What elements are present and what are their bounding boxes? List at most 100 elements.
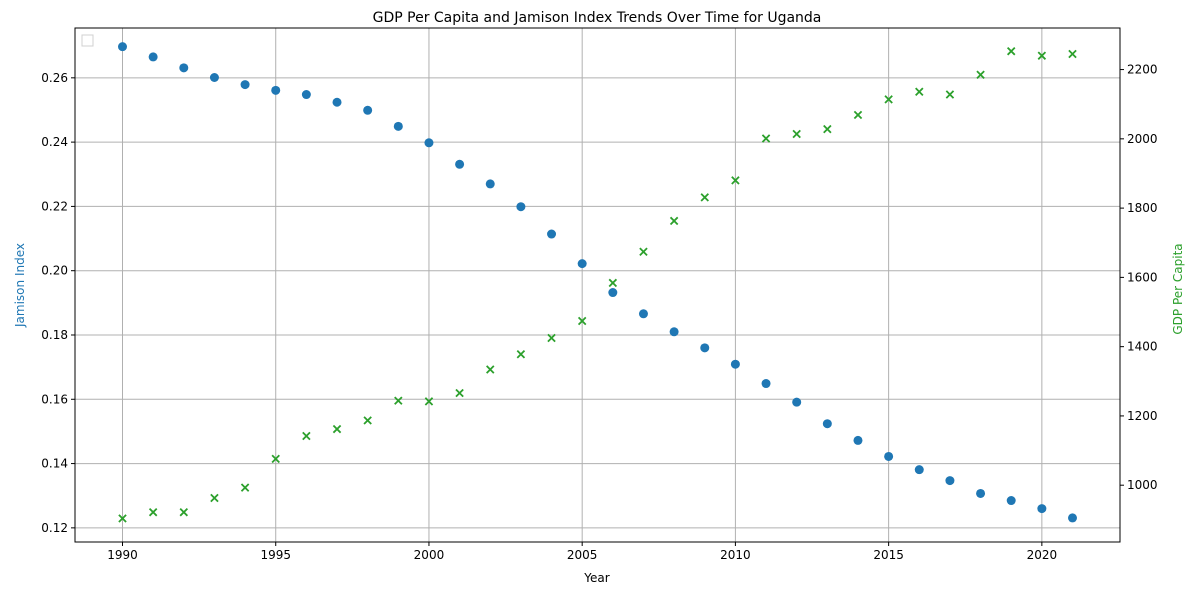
jamison-index-point xyxy=(1006,496,1016,506)
y-left-tick-label: 0.24 xyxy=(41,135,68,149)
gdp-per-capita-point xyxy=(639,247,648,256)
jamison-index-point xyxy=(669,327,679,337)
jamison-index-point xyxy=(945,476,955,486)
y-right-tick-label: 2000 xyxy=(1127,132,1158,146)
y-right-tick-label: 1400 xyxy=(1127,340,1158,354)
y-right-tick-label: 1600 xyxy=(1127,270,1158,284)
jamison-index-point xyxy=(976,488,986,498)
y-left-tick-label: 0.22 xyxy=(41,199,68,213)
y-left-tick-label: 0.26 xyxy=(41,71,68,85)
jamison-index-point xyxy=(853,435,863,445)
gdp-per-capita-point xyxy=(608,278,618,288)
jamison-index-point xyxy=(179,63,189,73)
x-tick-label: 2000 xyxy=(414,548,445,562)
jamison-index-series xyxy=(118,42,1077,523)
gdp-per-capita-point xyxy=(271,454,280,464)
jamison-index-point xyxy=(700,343,710,353)
gdp-per-capita-point xyxy=(1068,49,1077,59)
jamison-index-point xyxy=(516,202,526,212)
jamison-index-point xyxy=(424,138,434,148)
gdp-per-capita-point xyxy=(363,416,372,425)
jamison-index-point xyxy=(1068,513,1077,523)
gdp-per-capita-point xyxy=(118,514,127,523)
gdp-per-capita-point xyxy=(455,388,464,398)
y-left-tick-label: 0.12 xyxy=(41,521,68,535)
y-right-tick-label: 2200 xyxy=(1127,63,1158,77)
gdp-per-capita-point xyxy=(761,134,771,143)
jamison-index-point xyxy=(1037,504,1047,514)
gdp-per-capita-point xyxy=(945,90,955,99)
gdp-per-capita-point xyxy=(792,129,801,139)
jamison-index-point xyxy=(547,229,557,239)
plot-frame xyxy=(74,27,1121,543)
jamison-index-point xyxy=(485,179,495,189)
jamison-index-point xyxy=(301,90,311,100)
jamison-index-point xyxy=(730,359,740,369)
gdp-per-capita-point xyxy=(424,397,434,406)
gdp-per-capita-point xyxy=(669,216,679,226)
gdp-per-capita-point xyxy=(853,110,863,120)
gdp-per-capita-point xyxy=(700,193,709,202)
jamison-index-point xyxy=(332,97,342,107)
jamison-index-point xyxy=(792,397,802,407)
x-tick-label: 1995 xyxy=(260,548,291,562)
gdp-per-capita-point xyxy=(1037,51,1047,60)
y-left-tick-label: 0.16 xyxy=(41,392,68,406)
jamison-index-point xyxy=(363,105,373,115)
gdp-per-capita-series xyxy=(118,46,1077,523)
gdp-per-capita-point xyxy=(179,507,189,517)
jamison-index-point xyxy=(884,451,894,461)
gdp-per-capita-point xyxy=(547,333,556,343)
y-left-axis-title: Jamison Index xyxy=(13,243,27,328)
gdp-per-capita-point xyxy=(577,316,587,326)
gdp-per-capita-point xyxy=(394,396,403,405)
gdp-per-capita-point xyxy=(302,431,311,441)
gdp-per-capita-point xyxy=(1006,46,1016,56)
jamison-index-point xyxy=(822,419,832,429)
y-left-tick-label: 0.20 xyxy=(41,264,68,278)
gdp-per-capita-point xyxy=(976,70,985,79)
jamison-index-point xyxy=(455,159,465,169)
gdp-per-capita-point xyxy=(210,493,219,503)
jamison-index-point xyxy=(638,309,648,319)
jamison-index-point xyxy=(608,288,618,298)
x-tick-label: 2010 xyxy=(720,548,751,562)
x-axis-title: Year xyxy=(583,571,609,585)
y-right-axis-title: GDP Per Capita xyxy=(1171,243,1185,334)
gdp-per-capita-point xyxy=(148,507,158,517)
y-right-tick-label: 1000 xyxy=(1127,478,1158,492)
y-right-tick-label: 1800 xyxy=(1127,201,1158,215)
jamison-index-point xyxy=(914,465,924,475)
jamison-index-point xyxy=(271,85,281,95)
x-tick-label: 2020 xyxy=(1027,548,1058,562)
x-tick-label: 1990 xyxy=(107,548,138,562)
gdp-per-capita-point xyxy=(731,176,740,185)
gdp-per-capita-point xyxy=(823,124,832,134)
gdp-per-capita-point xyxy=(516,350,526,359)
gdp-per-capita-point xyxy=(240,483,250,492)
jamison-index-point xyxy=(209,73,219,83)
y-right-axis-ticks: 1000 1200 1400 1600 1800 2000 2200 xyxy=(1120,63,1158,492)
jamison-index-point xyxy=(577,259,587,269)
jamison-index-point xyxy=(148,52,158,62)
x-tick-label: 2015 xyxy=(873,548,904,562)
gdp-per-capita-point xyxy=(486,365,495,374)
x-axis-ticks: 1990 1995 2000 2005 2010 2015 2020 xyxy=(107,542,1057,562)
y-left-axis-ticks: 0.12 0.14 0.16 0.18 0.20 0.22 0.24 0.26 xyxy=(41,71,75,535)
grid-lines xyxy=(75,28,1120,542)
y-left-tick-label: 0.18 xyxy=(41,328,68,342)
jamison-index-point xyxy=(240,80,250,90)
jamison-index-point xyxy=(393,121,403,131)
legend-box xyxy=(81,34,94,47)
gdp-per-capita-point xyxy=(884,95,893,104)
jamison-index-point xyxy=(118,42,127,52)
y-left-tick-label: 0.14 xyxy=(41,457,68,471)
x-tick-label: 2005 xyxy=(567,548,598,562)
y-right-tick-label: 1200 xyxy=(1127,409,1158,423)
gdp-per-capita-point xyxy=(915,87,924,96)
jamison-index-point xyxy=(761,379,771,389)
chart-title: GDP Per Capita and Jamison Index Trends … xyxy=(373,10,822,26)
gdp-per-capita-point xyxy=(332,424,342,434)
